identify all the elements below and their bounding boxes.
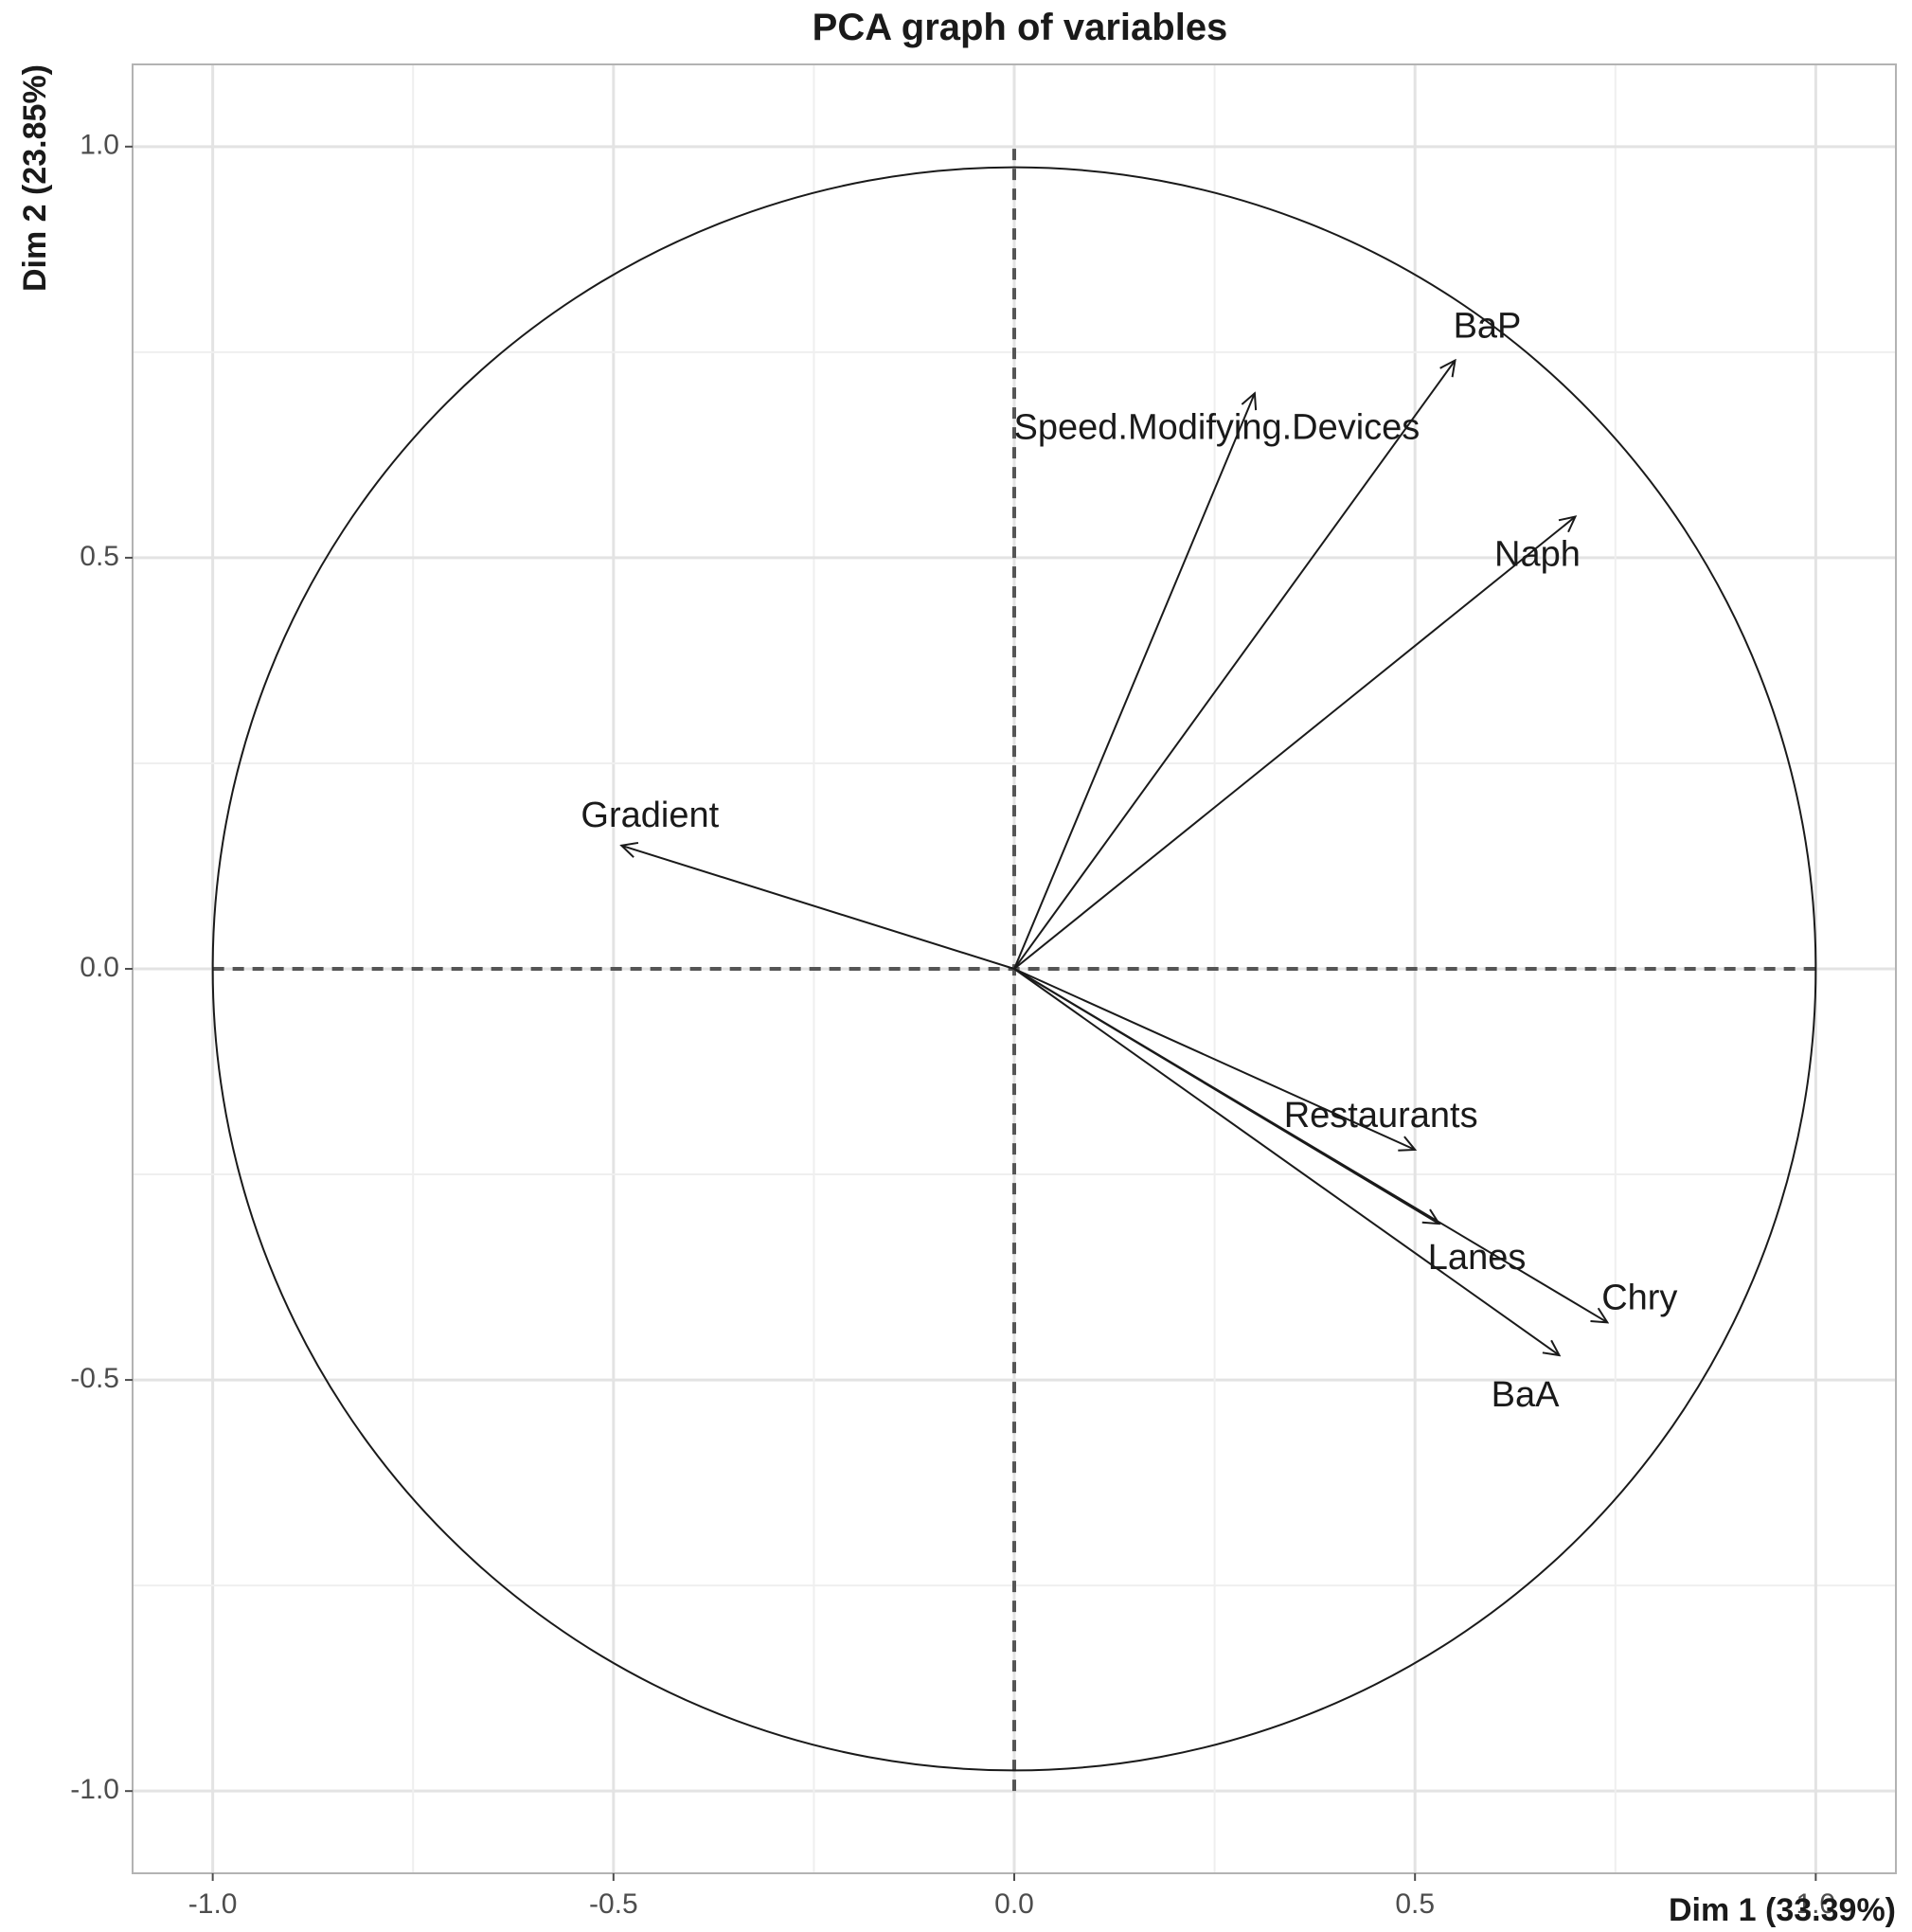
correlation-circle <box>211 166 1817 1772</box>
y-tick-label: -1.0 <box>70 1774 119 1805</box>
variable-labels: BaP Speed.Modifying.Devices Naph Gradient Re… <box>581 307 1677 1415</box>
variable-arrow <box>1013 361 1456 970</box>
variable-arrow <box>621 846 1015 970</box>
variable-arrow <box>1013 968 1560 1355</box>
x-tick-label: -1.0 <box>188 1888 238 1920</box>
variable-arrows <box>621 361 1607 1356</box>
y-tick-label: -0.5 <box>70 1363 119 1394</box>
y-axis-ticks: -1.0 -0.5 0.0 0.5 1.0 <box>70 130 133 1805</box>
variable-label: Naph <box>1494 535 1581 575</box>
x-tick-label: 0.0 <box>994 1888 1034 1920</box>
variable-label: Speed.Modifying.Devices <box>1014 407 1421 447</box>
x-tick-label: -0.5 <box>589 1888 638 1920</box>
variable-label: Chry <box>1601 1278 1677 1317</box>
chart-title: PCA graph of variables <box>813 7 1228 48</box>
variable-arrow <box>1013 393 1255 970</box>
x-tick-label: 1.0 <box>1796 1888 1836 1920</box>
x-axis-title: Dim 1 (33.39%) <box>1669 1892 1896 1928</box>
variable-arrow <box>1013 517 1575 970</box>
variable-label: Restaurants <box>1284 1096 1478 1136</box>
y-tick-label: 1.0 <box>80 130 119 161</box>
x-axis-ticks: -1.0 -0.5 0.0 0.5 1.0 <box>188 1873 1835 1920</box>
y-axis-title: Dim 2 (23.85%) <box>17 64 53 292</box>
variable-label: BaA <box>1492 1375 1560 1415</box>
variable-label: Lanes <box>1428 1238 1527 1278</box>
variable-label: Gradient <box>581 796 719 835</box>
variable-arrow <box>1013 968 1415 1150</box>
y-tick-label: 0.5 <box>80 541 119 572</box>
variable-label: BaP <box>1454 307 1522 347</box>
variable-arrow <box>1013 968 1607 1322</box>
x-tick-label: 0.5 <box>1395 1888 1435 1920</box>
y-tick-label: 0.0 <box>80 952 119 983</box>
